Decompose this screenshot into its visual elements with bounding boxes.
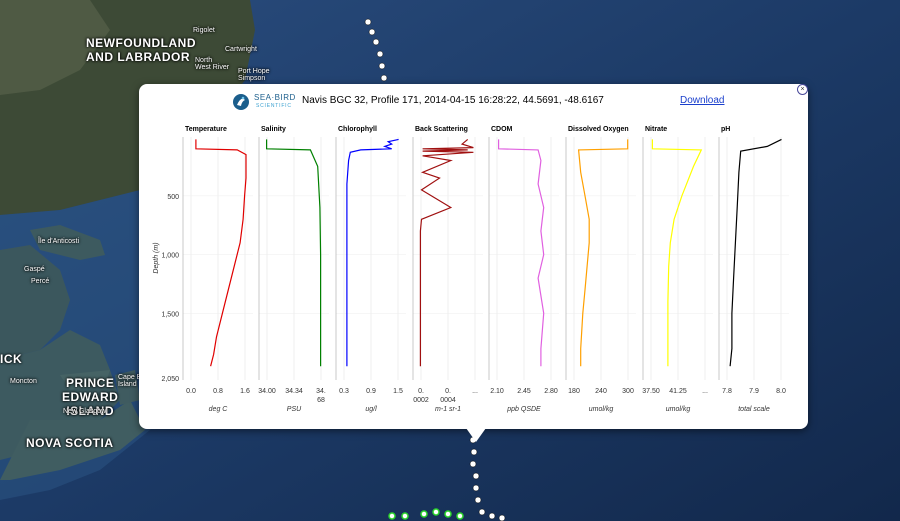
download-link[interactable]: Download bbox=[680, 95, 725, 106]
profile-title: Navis BGC 32, Profile 171, 2014-04-15 16… bbox=[302, 95, 604, 106]
popup-tail bbox=[466, 428, 486, 442]
map-label-moncton: Moncton bbox=[10, 378, 37, 385]
map-label-rigolet: Rigolet bbox=[193, 27, 215, 34]
map-label-cartwright: Cartwright bbox=[225, 46, 257, 53]
map-label-nova-scotia: NOVA SCOTIA bbox=[26, 436, 114, 450]
map-label-newfoundland: NEWFOUNDLAND AND LABRADOR bbox=[86, 36, 196, 64]
logo-wordmark: SEA·BIRD bbox=[254, 93, 296, 102]
map-label-anticosti: Île d'Anticosti bbox=[38, 238, 80, 245]
close-button[interactable]: × bbox=[797, 84, 808, 95]
logo-subtitle: SCIENTIFIC bbox=[256, 103, 292, 109]
map-label-north-west-river: North West River bbox=[195, 57, 230, 71]
map-label-new-glasgow: New Glasgow bbox=[63, 408, 107, 415]
map-label-perce: Percé bbox=[31, 278, 50, 285]
map-label-brunswick: ICK bbox=[0, 352, 23, 366]
map-label-pei: PRINCE EDWARD ISLAND bbox=[62, 376, 119, 418]
map-label-gaspe: Gaspé bbox=[24, 266, 45, 273]
profile-popup bbox=[139, 84, 808, 429]
float-track-green[interactable] bbox=[388, 508, 464, 520]
seabird-logo-icon bbox=[233, 94, 249, 110]
map-label-port-hope-simpson: Port Hope Simpson bbox=[238, 68, 270, 82]
float-track[interactable] bbox=[364, 18, 506, 521]
land-masses bbox=[0, 0, 255, 480]
